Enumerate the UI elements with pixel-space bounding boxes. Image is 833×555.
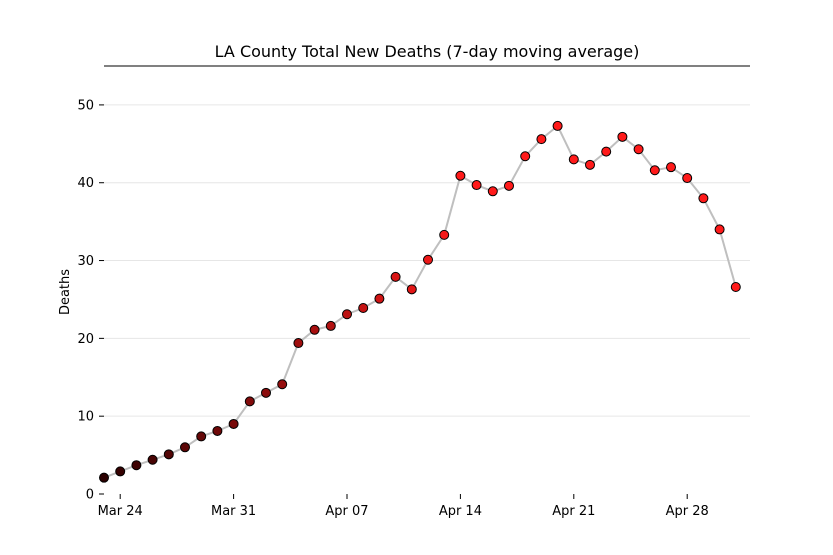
series-layer <box>103 124 737 479</box>
data-point <box>455 170 466 181</box>
chart-title: LA County Total New Deaths (7-day moving… <box>215 42 640 61</box>
data-point <box>212 425 223 436</box>
data-point <box>601 146 612 157</box>
data-point <box>633 144 644 155</box>
data-point <box>504 180 514 191</box>
data-point <box>682 173 693 184</box>
y-tick-label: 30 <box>77 254 94 269</box>
data-point <box>342 309 352 320</box>
x-tick-label: Mar 24 <box>98 504 143 519</box>
x-axis: Mar 24 Mar 31 Apr 07 Apr 14 Apr 21 Apr 28 <box>98 494 709 519</box>
x-tick-label: Apr 28 <box>666 504 709 519</box>
data-point <box>374 293 385 304</box>
data-point <box>471 180 482 191</box>
data-point <box>520 151 531 162</box>
series-line <box>103 124 737 479</box>
data-point <box>147 454 158 465</box>
data-point <box>261 387 271 398</box>
data-point <box>99 472 109 483</box>
grid-lines <box>104 104 750 417</box>
data-point <box>698 193 709 204</box>
data-point <box>406 284 417 295</box>
y-axis: 0 10 20 30 40 50 <box>77 98 104 503</box>
data-point <box>309 324 320 335</box>
data-point <box>131 460 142 471</box>
data-point <box>487 186 498 197</box>
data-point <box>714 224 725 235</box>
data-point <box>666 162 676 173</box>
x-tick-label: Apr 21 <box>552 504 595 519</box>
data-point <box>390 271 401 282</box>
data-point <box>228 418 239 429</box>
data-point <box>536 134 547 145</box>
markers-layer <box>99 120 741 483</box>
data-point <box>649 165 660 176</box>
data-point <box>552 120 563 131</box>
data-point <box>423 254 433 265</box>
y-tick-label: 0 <box>86 488 94 503</box>
data-point <box>277 379 288 390</box>
data-point <box>358 303 369 314</box>
data-point <box>568 154 579 165</box>
y-tick-label: 10 <box>77 410 94 425</box>
data-point <box>617 131 628 142</box>
data-point <box>180 442 190 453</box>
data-point <box>163 449 174 460</box>
y-tick-label: 20 <box>77 332 94 347</box>
data-point <box>585 159 595 170</box>
data-point <box>244 396 255 407</box>
x-tick-label: Apr 14 <box>439 504 482 519</box>
data-point <box>730 282 741 293</box>
x-tick-label: Apr 07 <box>325 504 368 519</box>
x-tick-label: Mar 31 <box>211 504 256 519</box>
data-point <box>196 431 207 442</box>
data-point <box>439 229 450 240</box>
data-point <box>325 320 336 331</box>
data-point <box>293 338 304 349</box>
y-tick-label: 50 <box>77 98 94 113</box>
y-axis-label: Deaths <box>58 269 73 315</box>
y-tick-label: 40 <box>77 176 94 191</box>
data-point <box>115 466 126 477</box>
